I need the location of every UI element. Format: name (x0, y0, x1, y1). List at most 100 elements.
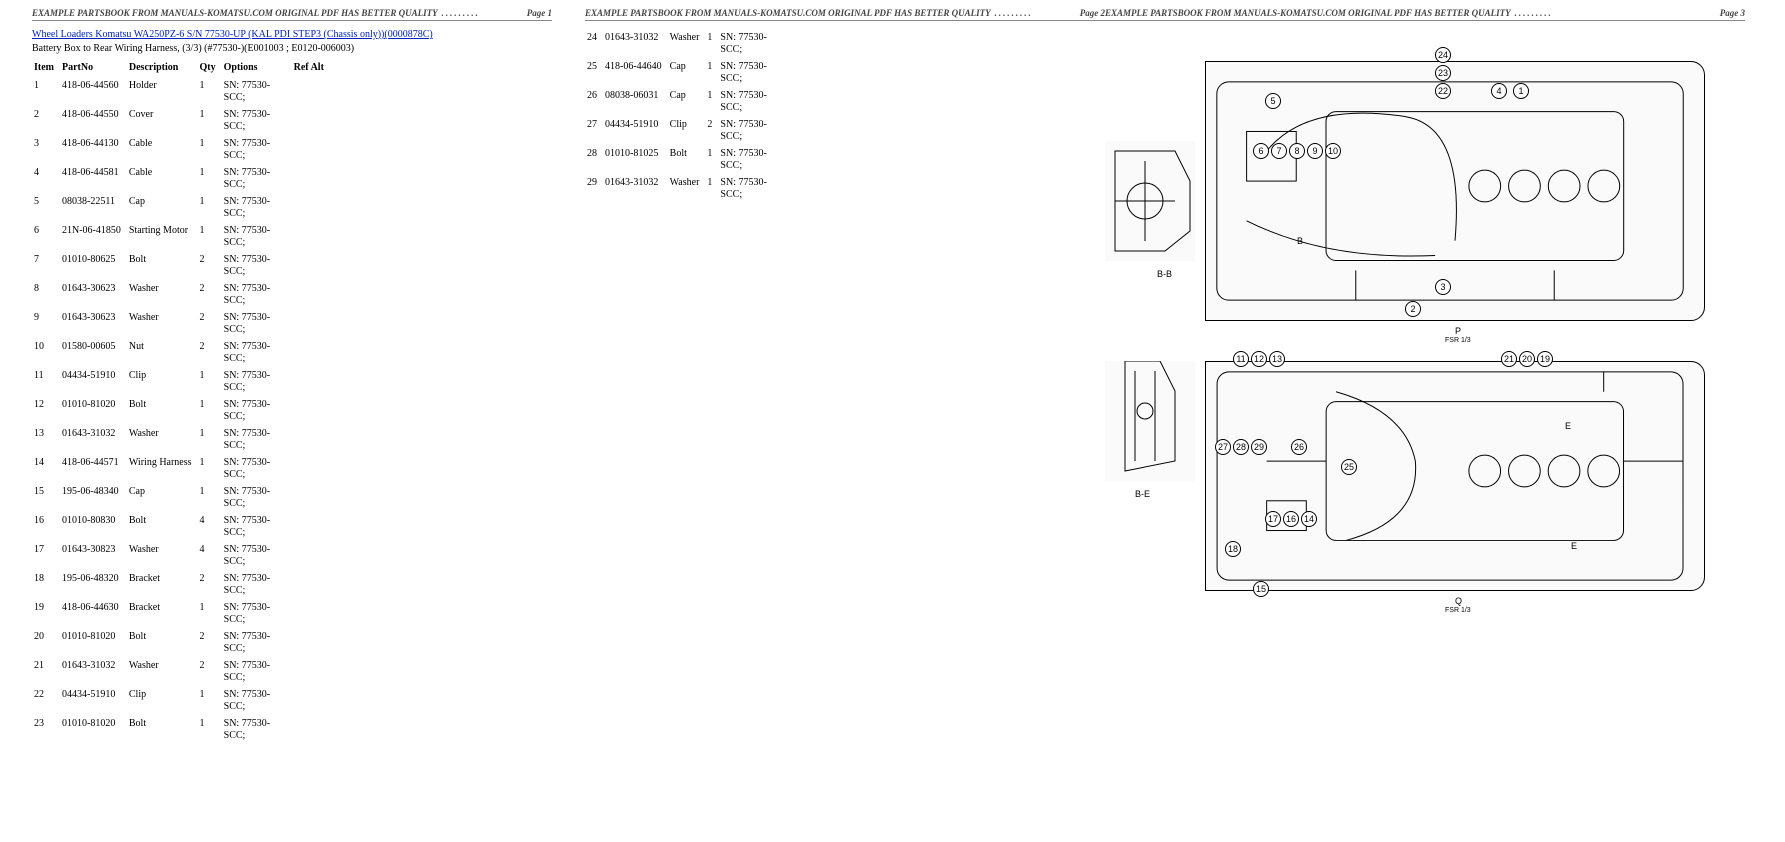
callout-11: 11 (1233, 351, 1249, 367)
parts-table-1: Item PartNo Description Qty Options Ref … (32, 60, 330, 744)
cell-qty: 1 (705, 174, 718, 203)
cell-item: 20 (32, 628, 60, 657)
page-1: EXAMPLE PARTSBOOK FROM MANUALS-KOMATSU.C… (32, 8, 552, 744)
cell-partno: 195-06-48320 (60, 570, 127, 599)
cell-item: 11 (32, 367, 60, 396)
page-1-header: EXAMPLE PARTSBOOK FROM MANUALS-KOMATSU.C… (32, 8, 552, 21)
cell-qty: 1 (198, 77, 222, 106)
product-link[interactable]: Wheel Loaders Komatsu WA250PZ-6 S/N 7753… (32, 29, 552, 40)
cell-desc: Bolt (668, 145, 706, 174)
callout-29: 29 (1251, 439, 1267, 455)
table-row: 621N-06-41850Starting Motor1SN: 77530-SC… (32, 222, 330, 251)
cell-qty: 4 (198, 541, 222, 570)
cell-desc: Cap (127, 193, 198, 222)
cell-desc: Bolt (127, 396, 198, 425)
callout-9: 9 (1307, 143, 1323, 159)
cell-partno: 01010-80625 (60, 251, 127, 280)
callout-22: 22 (1435, 83, 1451, 99)
cell-options: SN: 77530-SCC; (718, 145, 788, 174)
callout-12: 12 (1251, 351, 1267, 367)
cell-refalt (292, 628, 330, 657)
cell-item: 13 (32, 425, 60, 454)
cell-item: 6 (32, 222, 60, 251)
cell-item: 15 (32, 483, 60, 512)
cell-refalt (292, 280, 330, 309)
cell-options: SN: 77530-SCC; (222, 338, 292, 367)
callout-1: 1 (1513, 83, 1529, 99)
cell-item: 19 (32, 599, 60, 628)
view-label-q: Q (1455, 596, 1462, 606)
callout-13: 13 (1269, 351, 1285, 367)
table-row: 2401643-31032Washer1SN: 77530-SCC; (585, 29, 796, 58)
page-2-header: EXAMPLE PARTSBOOK FROM MANUALS-KOMATSU.C… (585, 8, 1105, 21)
cell-partno: 21N-06-41850 (60, 222, 127, 251)
table-row: 901643-30623Washer2SN: 77530-SCC; (32, 309, 330, 338)
cell-partno: 01643-31032 (603, 174, 668, 203)
cell-options: SN: 77530-SCC; (718, 116, 788, 145)
section-subtitle: Battery Box to Rear Wiring Harness, (3/3… (32, 43, 552, 54)
table-row: 2301010-81020Bolt1SN: 77530-SCC; (32, 715, 330, 744)
callout-14: 14 (1301, 511, 1317, 527)
cell-refalt (292, 483, 330, 512)
cell-refalt (292, 715, 330, 744)
cell-refalt (788, 174, 796, 203)
cell-options: SN: 77530-SCC; (222, 425, 292, 454)
col-partno: PartNo (60, 60, 127, 77)
cell-partno: 01643-31032 (603, 29, 668, 58)
table-row: 14418-06-44571Wiring Harness1SN: 77530-S… (32, 454, 330, 483)
cell-refalt (788, 29, 796, 58)
cell-partno: 418-06-44550 (60, 106, 127, 135)
callout-17: 17 (1265, 511, 1281, 527)
cell-options: SN: 77530-SCC; (222, 599, 292, 628)
cell-partno: 04434-51910 (60, 686, 127, 715)
cell-options: SN: 77530-SCC; (222, 77, 292, 106)
callout-2: 2 (1405, 301, 1421, 317)
cell-options: SN: 77530-SCC; (718, 58, 788, 87)
cell-partno: 04434-51910 (60, 367, 127, 396)
cell-item: 17 (32, 541, 60, 570)
exploded-diagram: B-B B P FSR 1/3 B-E E E Q FSR 1/3 242322… (1105, 41, 1725, 601)
cell-item: 25 (585, 58, 603, 87)
table-row: 2204434-51910Clip1SN: 77530-SCC; (32, 686, 330, 715)
cell-refalt (788, 145, 796, 174)
cell-qty: 2 (198, 570, 222, 599)
cell-options: SN: 77530-SCC; (222, 715, 292, 744)
cell-options: SN: 77530-SCC; (222, 280, 292, 309)
cell-item: 4 (32, 164, 60, 193)
cell-desc: Bracket (127, 570, 198, 599)
table-row: 2704434-51910Clip2SN: 77530-SCC; (585, 116, 796, 145)
cell-item: 26 (585, 87, 603, 116)
cell-item: 16 (32, 512, 60, 541)
cell-refalt (292, 570, 330, 599)
cell-desc: Holder (127, 77, 198, 106)
table-row: 4418-06-44581Cable1SN: 77530-SCC; (32, 164, 330, 193)
cell-partno: 418-06-44130 (60, 135, 127, 164)
page-2: EXAMPLE PARTSBOOK FROM MANUALS-KOMATSU.C… (585, 8, 1105, 203)
cell-options: SN: 77530-SCC; (718, 87, 788, 116)
cell-item: 9 (32, 309, 60, 338)
callout-8: 8 (1289, 143, 1305, 159)
page-3-num: Page 3 (1720, 8, 1745, 18)
section-label-bb: B-B (1157, 269, 1172, 279)
table-row: 1001580-00605Nut2SN: 77530-SCC; (32, 338, 330, 367)
table-row: 25418-06-44640Cap1SN: 77530-SCC; (585, 58, 796, 87)
cell-options: SN: 77530-SCC; (222, 628, 292, 657)
cell-refalt (292, 222, 330, 251)
callout-28: 28 (1233, 439, 1249, 455)
cell-item: 8 (32, 280, 60, 309)
callout-4: 4 (1491, 83, 1507, 99)
callout-25: 25 (1341, 459, 1357, 475)
table-row: 2901643-31032Washer1SN: 77530-SCC; (585, 174, 796, 203)
cell-refalt (788, 116, 796, 145)
cell-options: SN: 77530-SCC; (222, 309, 292, 338)
cell-qty: 1 (705, 29, 718, 58)
cell-desc: Clip (668, 116, 706, 145)
cell-options: SN: 77530-SCC; (222, 541, 292, 570)
cell-options: SN: 77530-SCC; (222, 483, 292, 512)
cell-partno: 08038-22511 (60, 193, 127, 222)
cell-options: SN: 77530-SCC; (222, 454, 292, 483)
table-row: 508038-22511Cap1SN: 77530-SCC; (32, 193, 330, 222)
cell-qty: 1 (198, 483, 222, 512)
callout-10: 10 (1325, 143, 1341, 159)
cell-item: 3 (32, 135, 60, 164)
